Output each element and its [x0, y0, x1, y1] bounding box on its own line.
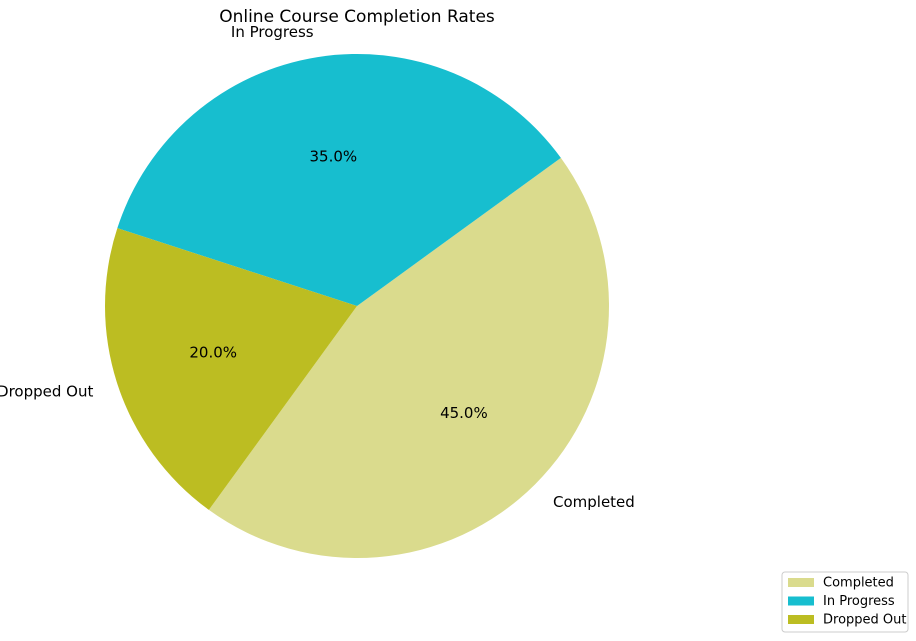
legend-swatch-dropped-out	[788, 615, 814, 624]
legend-label-dropped-out: Dropped Out	[823, 613, 906, 628]
pie-pct-label-completed: 45.0%	[440, 404, 488, 422]
pie-slice-in-progress	[117, 54, 561, 307]
chart-title: Online Course Completion Rates	[219, 7, 495, 27]
pie-category-label-dropped-out: Dropped Out	[0, 383, 93, 401]
pie-slices	[104, 54, 609, 558]
pie-category-label-completed: Completed	[553, 493, 635, 511]
pie-pct-label-dropped-out: 20.0%	[189, 344, 237, 362]
pie-slice-completed	[208, 157, 609, 558]
legend-label-completed: Completed	[823, 576, 894, 591]
legend: Completed In Progress Dropped Out	[781, 571, 909, 633]
legend-swatch-in-progress	[788, 596, 814, 606]
pie-slice-dropped-out	[104, 228, 357, 510]
legend-label-in-progress: In Progress	[823, 594, 895, 609]
pie-pct-label-in-progress: 35.0%	[310, 148, 358, 166]
legend-swatch-completed	[788, 578, 814, 587]
pie-category-label-in-progress: In Progress	[231, 23, 314, 41]
pie-labels: 45.0% Completed 35.0% In Progress 20.0% Dropp…	[0, 23, 635, 511]
